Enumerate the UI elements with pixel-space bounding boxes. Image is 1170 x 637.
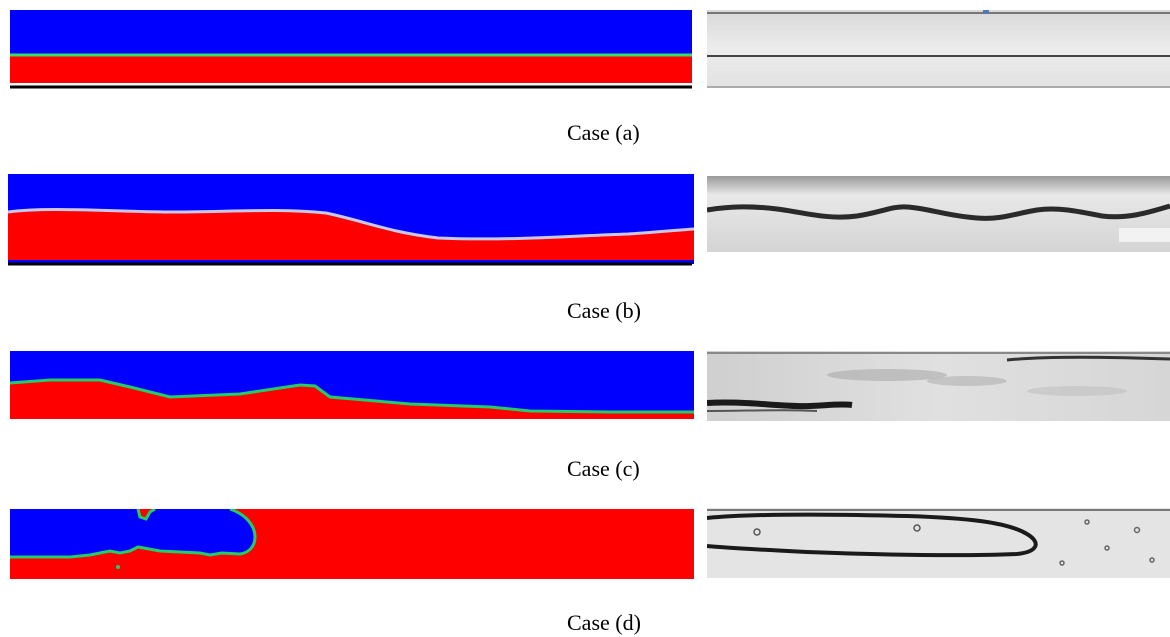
simulation-panel-a — [10, 10, 692, 89]
liquid-phase-region — [8, 209, 694, 260]
experiment-photo-c — [707, 351, 1170, 421]
simulation-panel-d — [10, 509, 694, 579]
wavy-interface — [707, 203, 1170, 221]
case-label-d: Case (d) — [567, 610, 641, 635]
phase-interface — [10, 378, 694, 414]
liquid-phase-region — [10, 56, 692, 83]
phase-interface — [8, 208, 695, 241]
case-label-c: Case (c) — [567, 456, 640, 481]
elongated-bubble-outline — [707, 512, 1038, 558]
gas-phase-region — [10, 10, 692, 56]
dark-streak — [707, 399, 853, 410]
experiment-photo-d — [707, 508, 1170, 578]
case-label-b: Case (b) — [567, 298, 641, 323]
experiment-photo-b — [707, 176, 1170, 252]
gas-bubble-region — [10, 509, 255, 557]
experiment-photo-a — [707, 10, 1170, 88]
simulation-panel-b — [8, 174, 695, 266]
case-label-a: Case (a) — [567, 120, 640, 145]
simulation-panel-c — [10, 351, 694, 419]
bubble-interface — [10, 509, 257, 559]
